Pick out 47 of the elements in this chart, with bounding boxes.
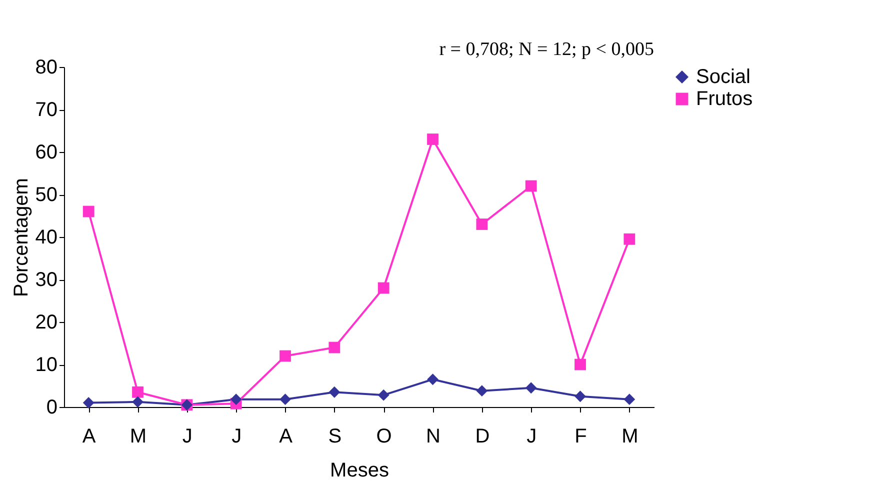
point [82, 206, 94, 218]
point [476, 218, 488, 230]
y-tick-label: 30 [35, 269, 58, 291]
y-axis-title: Porcentagem [10, 178, 32, 297]
x-tick-label: J [526, 426, 537, 448]
y-tick-label: 70 [35, 99, 58, 121]
point [378, 282, 390, 294]
point [525, 382, 537, 394]
x-tick-label: O [376, 426, 392, 448]
point [525, 180, 537, 192]
point [574, 390, 586, 402]
point [476, 385, 488, 397]
y-tick-label: 60 [35, 142, 58, 164]
point [230, 394, 242, 406]
x-tick-label: S [328, 426, 342, 448]
x-tick-label: J [232, 426, 242, 448]
y-tick-label: 80 [35, 56, 58, 78]
point [427, 374, 438, 386]
y-tick-label: 40 [35, 226, 58, 248]
point [624, 233, 636, 245]
point [280, 394, 291, 406]
point [132, 396, 144, 408]
point [624, 394, 636, 406]
point [328, 342, 340, 354]
x-tick-label: N [426, 426, 440, 448]
y-tick-label: 10 [35, 354, 58, 376]
point [328, 386, 340, 398]
x-tick-label: A [82, 426, 96, 448]
legend-label: Social [696, 66, 750, 88]
x-tick-label: M [622, 426, 638, 448]
point [82, 397, 94, 408]
text: r = 0,708; N = 12; p < 0,005 [439, 39, 654, 60]
y-tick-label: 0 [46, 396, 58, 418]
y-tick-label: 50 [35, 184, 58, 206]
x-tick-label: J [182, 426, 192, 448]
x-tick-label: M [130, 426, 147, 448]
y-tick-label: 20 [35, 312, 58, 334]
point [132, 386, 144, 398]
x-axis-title: Meses [330, 460, 389, 482]
x-tick-label: A [279, 426, 294, 448]
point [280, 350, 291, 362]
x-tick-label: D [475, 426, 490, 448]
point [574, 358, 586, 370]
x-tick-label: F [574, 426, 587, 448]
point [378, 389, 390, 401]
legend-label: Frutos [696, 88, 753, 110]
point [427, 134, 438, 145]
